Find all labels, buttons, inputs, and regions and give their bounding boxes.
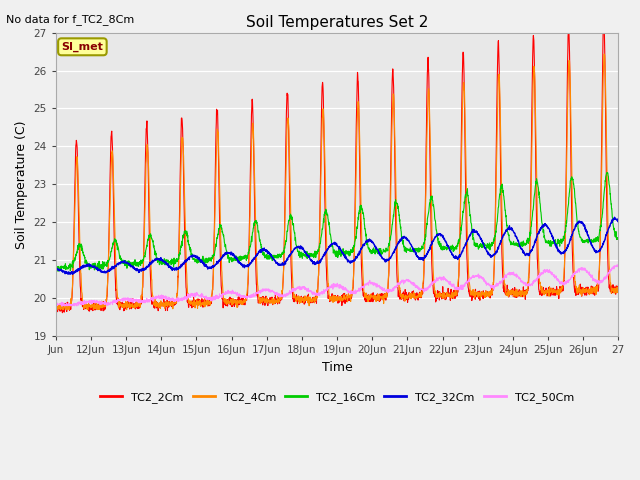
- TC2_2Cm: [507, 289, 515, 295]
- TC2_2Cm: [600, 13, 607, 19]
- TC2_16Cm: [614, 235, 622, 241]
- Line: TC2_50Cm: TC2_50Cm: [56, 265, 618, 306]
- TC2_50Cm: [58, 303, 66, 309]
- TC2_4Cm: [230, 299, 237, 305]
- Line: TC2_2Cm: TC2_2Cm: [56, 16, 618, 313]
- TC2_2Cm: [59, 310, 67, 316]
- TC2_50Cm: [614, 263, 622, 268]
- TC2_32Cm: [607, 220, 614, 226]
- TC2_4Cm: [108, 148, 116, 154]
- Text: SI_met: SI_met: [61, 42, 103, 52]
- TC2_16Cm: [603, 169, 611, 175]
- Line: TC2_32Cm: TC2_32Cm: [56, 217, 618, 274]
- TC2_50Cm: [607, 267, 614, 273]
- TC2_2Cm: [614, 282, 622, 288]
- Line: TC2_4Cm: TC2_4Cm: [56, 54, 618, 310]
- TC2_16Cm: [507, 239, 515, 244]
- TC2_4Cm: [600, 51, 608, 57]
- Text: No data for f_TC2_8Cm: No data for f_TC2_8Cm: [6, 14, 134, 25]
- TC2_16Cm: [371, 251, 379, 257]
- TC2_32Cm: [539, 224, 547, 230]
- Line: TC2_16Cm: TC2_16Cm: [56, 172, 618, 271]
- Y-axis label: Soil Temperature (C): Soil Temperature (C): [15, 120, 28, 249]
- Title: Soil Temperatures Set 2: Soil Temperatures Set 2: [246, 15, 428, 30]
- TC2_2Cm: [607, 287, 614, 293]
- TC2_16Cm: [52, 266, 60, 272]
- TC2_16Cm: [54, 268, 62, 274]
- TC2_50Cm: [108, 300, 116, 305]
- TC2_50Cm: [371, 282, 379, 288]
- TC2_2Cm: [52, 301, 60, 307]
- TC2_16Cm: [607, 198, 614, 204]
- TC2_32Cm: [611, 215, 618, 220]
- TC2_32Cm: [371, 244, 379, 250]
- TC2_4Cm: [371, 295, 379, 300]
- TC2_32Cm: [108, 264, 116, 269]
- TC2_4Cm: [52, 306, 60, 312]
- TC2_2Cm: [108, 141, 116, 147]
- TC2_4Cm: [507, 290, 515, 296]
- TC2_2Cm: [539, 291, 547, 297]
- TC2_50Cm: [613, 262, 621, 268]
- TC2_50Cm: [507, 271, 515, 276]
- Legend: TC2_2Cm, TC2_4Cm, TC2_16Cm, TC2_32Cm, TC2_50Cm: TC2_2Cm, TC2_4Cm, TC2_16Cm, TC2_32Cm, TC…: [96, 387, 579, 407]
- TC2_4Cm: [52, 307, 60, 312]
- X-axis label: Time: Time: [322, 361, 353, 374]
- TC2_50Cm: [230, 290, 237, 296]
- TC2_32Cm: [507, 226, 515, 232]
- TC2_16Cm: [108, 244, 116, 250]
- TC2_4Cm: [539, 290, 547, 296]
- TC2_2Cm: [230, 300, 237, 305]
- TC2_32Cm: [52, 265, 60, 271]
- TC2_32Cm: [69, 271, 77, 277]
- TC2_32Cm: [614, 218, 622, 224]
- TC2_50Cm: [539, 270, 547, 276]
- TC2_4Cm: [607, 283, 614, 288]
- TC2_4Cm: [614, 287, 622, 292]
- TC2_50Cm: [52, 301, 60, 307]
- TC2_16Cm: [539, 222, 547, 228]
- TC2_32Cm: [230, 253, 237, 259]
- TC2_16Cm: [230, 258, 237, 264]
- TC2_2Cm: [371, 294, 379, 300]
